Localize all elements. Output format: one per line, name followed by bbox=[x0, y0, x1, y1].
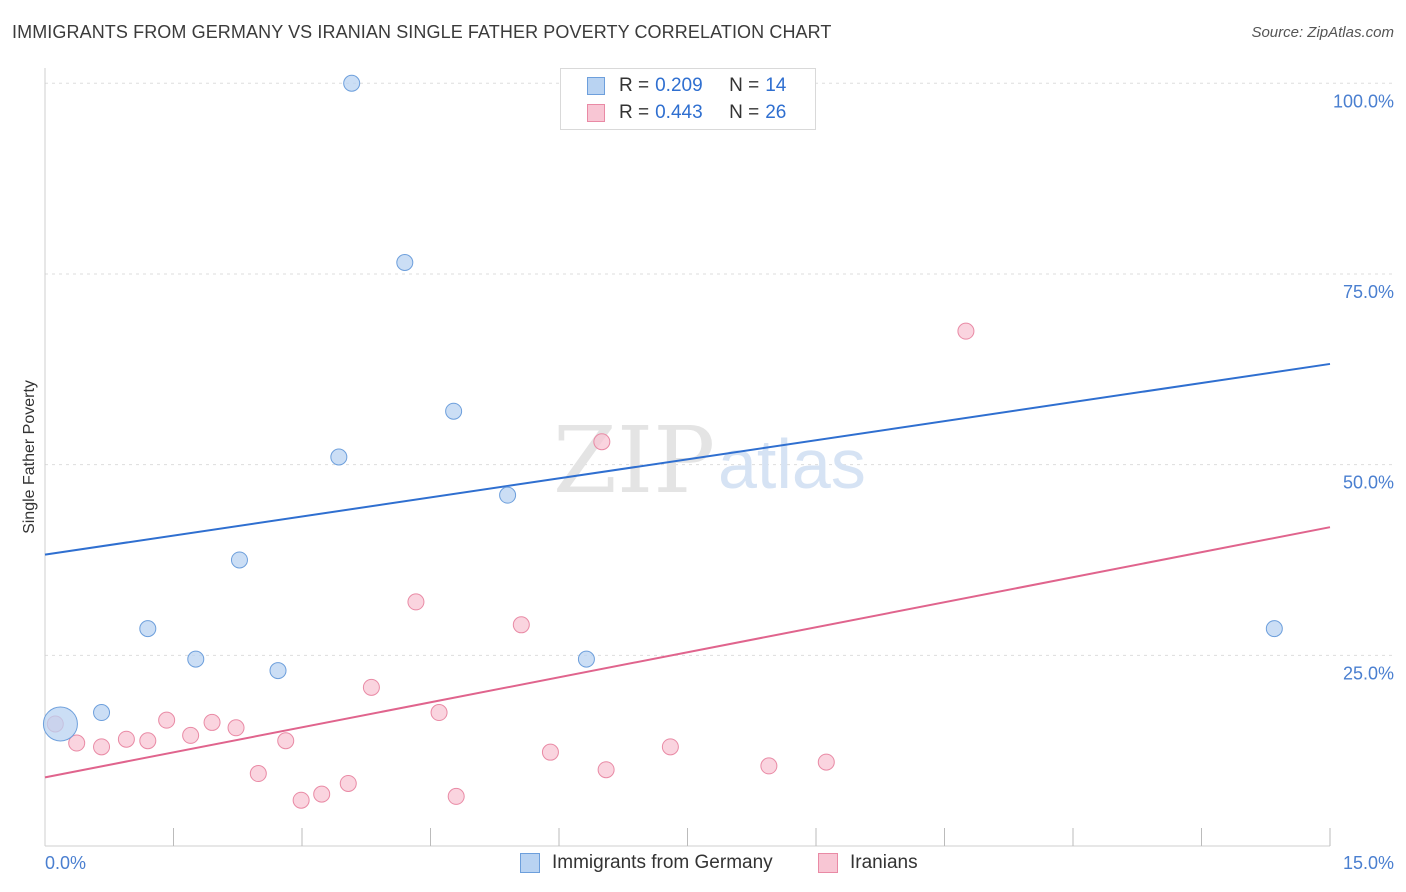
point-germany bbox=[93, 704, 111, 722]
correlation-legend: R = 0.209 N = 14 R = 0.443 N = 26 bbox=[560, 68, 816, 130]
point-germany bbox=[577, 650, 595, 668]
legend-n-value: 14 bbox=[765, 75, 787, 96]
point-iranians bbox=[139, 732, 157, 750]
legend-row-germany: R = 0.209 N = 14 bbox=[587, 75, 786, 97]
legend-item-iranians: Iranians bbox=[818, 852, 918, 874]
legend-item-germany: Immigrants from Germany bbox=[520, 852, 773, 874]
y-tick-label: 50.0% bbox=[1343, 473, 1394, 493]
point-iranians bbox=[277, 732, 295, 750]
point-germany bbox=[343, 74, 361, 92]
point-iranians bbox=[597, 761, 615, 779]
point-germany bbox=[396, 254, 414, 271]
point-iranians bbox=[957, 322, 975, 340]
trend-lines bbox=[44, 362, 1331, 779]
legend-swatch-pink bbox=[818, 853, 838, 873]
point-germany bbox=[330, 448, 348, 466]
point-germany bbox=[445, 402, 463, 420]
legend-swatch-blue bbox=[587, 77, 605, 95]
point-iranians bbox=[362, 678, 380, 696]
watermark-atlas: atlas bbox=[718, 425, 866, 503]
point-germany bbox=[42, 706, 78, 742]
x-tick-label-max: 15.0% bbox=[1343, 853, 1394, 873]
legend-swatch-pink bbox=[587, 104, 605, 122]
point-iranians bbox=[661, 738, 679, 756]
point-germany bbox=[230, 551, 248, 569]
point-iranians bbox=[407, 593, 425, 611]
trend-line-iranians bbox=[44, 526, 1331, 779]
legend-label-iranians: Iranians bbox=[850, 852, 918, 873]
legend-n-value: 26 bbox=[765, 102, 787, 123]
point-iranians bbox=[313, 785, 331, 803]
point-iranians bbox=[93, 738, 111, 756]
y-tick-label: 25.0% bbox=[1343, 663, 1394, 683]
point-germany bbox=[187, 650, 205, 668]
point-iranians bbox=[249, 765, 267, 783]
legend-r-value: 0.443 bbox=[655, 102, 703, 123]
point-iranians bbox=[68, 734, 86, 752]
point-iranians bbox=[447, 787, 465, 805]
point-germany bbox=[269, 662, 287, 680]
point-iranians bbox=[512, 616, 530, 634]
point-iranians bbox=[203, 713, 221, 731]
point-iranians bbox=[158, 711, 176, 729]
point-iranians bbox=[817, 753, 835, 771]
point-iranians bbox=[430, 704, 448, 722]
legend-r-label: R = bbox=[619, 75, 650, 96]
point-iranians bbox=[541, 743, 559, 761]
point-iranians bbox=[182, 726, 200, 744]
legend-swatch-blue bbox=[520, 853, 540, 873]
watermark-zip: ZIP bbox=[553, 407, 715, 514]
y-tick-label: 100.0% bbox=[1333, 91, 1394, 111]
grid-lines bbox=[45, 82, 1392, 656]
legend-row-iranians: R = 0.443 N = 26 bbox=[587, 102, 786, 124]
point-germany bbox=[499, 486, 517, 504]
y-axis-label: Single Father Poverty bbox=[21, 380, 38, 534]
point-iranians bbox=[292, 791, 310, 809]
legend-n-label: N = bbox=[729, 102, 760, 123]
point-iranians bbox=[117, 730, 135, 748]
point-iranians bbox=[593, 433, 611, 451]
point-germany bbox=[139, 620, 157, 638]
point-iranians bbox=[339, 774, 357, 792]
x-tick-label-min: 0.0% bbox=[45, 853, 86, 873]
chart-title: IMMIGRANTS FROM GERMANY VS IRANIAN SINGL… bbox=[12, 22, 832, 42]
legend-r-label: R = bbox=[619, 102, 650, 123]
legend-r-value: 0.209 bbox=[655, 75, 703, 96]
source-credit: Source: ZipAtlas.com bbox=[1251, 24, 1394, 41]
point-iranians bbox=[760, 757, 778, 775]
legend-n-label: N = bbox=[729, 75, 760, 96]
trend-line-germany bbox=[44, 362, 1331, 556]
legend-label-germany: Immigrants from Germany bbox=[552, 852, 773, 873]
y-tick-label: 75.0% bbox=[1343, 282, 1394, 302]
y-tick-labels: 25.0% 50.0% 75.0% 100.0% bbox=[1333, 91, 1394, 683]
point-germany bbox=[1265, 620, 1283, 638]
point-iranians bbox=[227, 719, 245, 737]
series-legend: Immigrants from Germany Iranians bbox=[0, 852, 1406, 878]
watermark: ZIP atlas bbox=[553, 407, 866, 514]
